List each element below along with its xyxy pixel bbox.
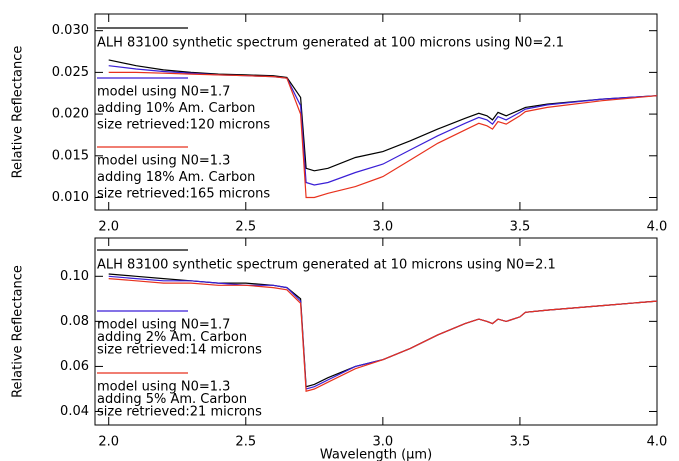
legend-text: ALH 83100 synthetic spectrum generated a…: [97, 258, 556, 273]
x-tick-label: 3.0: [373, 435, 394, 450]
y-tick-label: 0.020: [52, 107, 89, 122]
x-tick-label: 4.0: [647, 220, 668, 235]
legend-text: ALH 83100 synthetic spectrum generated a…: [97, 36, 564, 51]
legend-text: model using N0=1.7: [97, 318, 230, 333]
y-tick-label: 0.08: [60, 314, 89, 329]
y-tick-label: 0.04: [60, 404, 89, 419]
legend-text: size retrieved:21 microns: [97, 405, 262, 420]
legend-text: model using N0=1.7: [97, 85, 230, 100]
x-tick-label: 2.5: [235, 220, 256, 235]
y-tick-label: 0.030: [52, 23, 89, 38]
legend-text: adding 18% Am. Carbon: [97, 170, 255, 185]
spectrum-line: [108, 59, 658, 172]
y-tick-label: 0.10: [60, 269, 89, 284]
y-tick-label: 0.06: [60, 359, 89, 374]
x-tick-label: 2.0: [98, 220, 119, 235]
legend-text: adding 2% Am. Carbon: [97, 330, 247, 345]
x-tick-label: 3.5: [510, 220, 531, 235]
y-tick-label: 0.010: [52, 190, 89, 205]
legend-text: model using N0=1.3: [97, 380, 230, 395]
y-tick-label: 0.025: [52, 65, 89, 80]
y-axis-label: Relative Reflectance: [11, 265, 26, 398]
x-tick-label: 2.5: [235, 435, 256, 450]
spectrum-line: [108, 278, 658, 392]
plot-frame: [94, 13, 658, 211]
legend-text: size retrieved:120 microns: [97, 118, 270, 133]
legend-text: model using N0=1.3: [97, 154, 230, 169]
x-axis-label: Wavelength (μm): [320, 448, 432, 461]
legend-text: adding 10% Am. Carbon: [97, 101, 255, 116]
y-axis-label: Relative Reflectance: [11, 46, 26, 179]
x-tick-label: 3.0: [373, 220, 394, 235]
x-tick-label: 2.0: [98, 435, 119, 450]
spectrum-line: [108, 71, 658, 199]
plot-frame: [94, 237, 658, 426]
x-tick-label: 3.5: [510, 435, 531, 450]
y-tick-label: 0.015: [52, 148, 89, 163]
x-tick-label: 4.0: [647, 435, 668, 450]
legend-text: adding 5% Am. Carbon: [97, 392, 247, 407]
legend-text: size retrieved:165 microns: [97, 187, 270, 202]
legend-text: size retrieved:14 microns: [97, 343, 262, 358]
